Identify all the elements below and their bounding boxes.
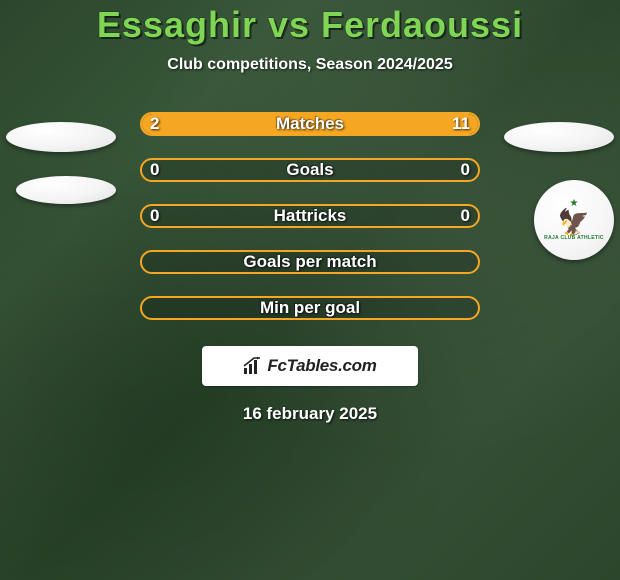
stat-label: Hattricks (142, 206, 478, 226)
stat-row: 0 0Hattricks (0, 196, 620, 242)
page-title: Essaghir vs Ferdaoussi (0, 4, 620, 46)
brand-box: FcTables.com (202, 346, 418, 386)
stat-label: Goals per match (142, 252, 478, 272)
stat-row: 0 0Goals (0, 150, 620, 196)
stat-bar-right-fill (192, 114, 478, 134)
stat-bar: Min per goal (140, 296, 480, 320)
stat-row: 211Matches (0, 104, 620, 150)
stat-value-right (430, 298, 470, 318)
stat-row: Goals per match (0, 242, 620, 288)
subtitle: Club competitions, Season 2024/2025 (0, 56, 620, 74)
stat-value-right (430, 252, 470, 272)
stat-bar: 0 0Hattricks (140, 204, 480, 228)
stat-bar-left-fill (142, 114, 192, 134)
stat-rows: 211Matches00Goals00HattricksGoals per ma… (0, 104, 620, 334)
stat-value-left: 0 (150, 160, 190, 180)
stat-value-left (150, 298, 190, 318)
stat-row: Min per goal (0, 288, 620, 334)
brand-text: FcTables.com (267, 356, 376, 376)
stat-bar: Goals per match (140, 250, 480, 274)
date-text: 16 february 2025 (0, 404, 620, 424)
stat-value-right: 0 (430, 160, 470, 180)
stat-label: Min per goal (142, 298, 478, 318)
content: Essaghir vs Ferdaoussi Club competitions… (0, 0, 620, 424)
stat-bar: 0 0Goals (140, 158, 480, 182)
brand-chart-icon (243, 357, 263, 375)
stat-value-left: 0 (150, 206, 190, 226)
stat-bar: 211Matches (140, 112, 480, 136)
stat-label: Goals (142, 160, 478, 180)
stat-value-left (150, 252, 190, 272)
stat-value-right: 0 (430, 206, 470, 226)
